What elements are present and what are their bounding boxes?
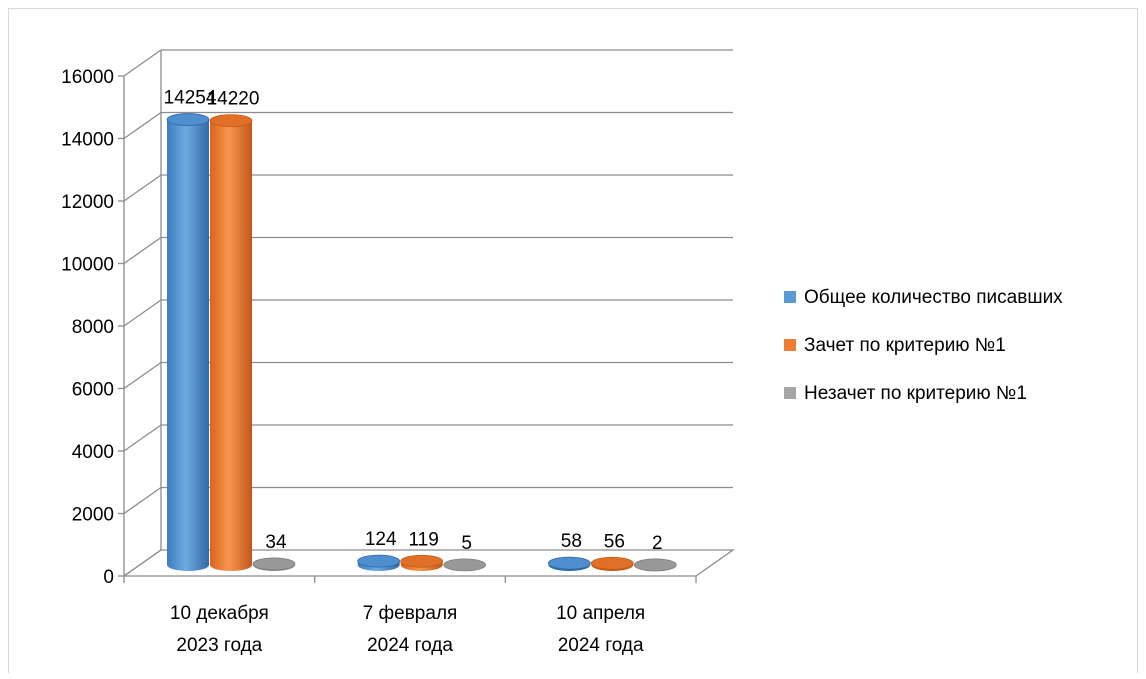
legend-label: Зачет по критерию №1 — [804, 335, 1006, 356]
bar-top — [252, 557, 296, 571]
bar — [357, 554, 401, 571]
data-label: 124 — [365, 529, 397, 550]
side-wall-line — [123, 174, 162, 202]
legend: Общее количество писавших Зачет по критер… — [784, 287, 1063, 404]
data-label: 58 — [561, 531, 582, 552]
category-label: 10 декабря — [170, 603, 269, 624]
y-tick-label: 8000 — [72, 317, 114, 338]
bar-top — [443, 558, 487, 572]
bar-top — [547, 556, 591, 570]
y-tick-labels: 0 2000 4000 6000 8000 10000 12000 14000 16000 — [61, 67, 114, 588]
data-label: 56 — [604, 531, 625, 552]
category-label: 2024 года — [367, 635, 453, 656]
legend-swatch — [784, 339, 796, 351]
legend-item: Незачет по критерию №1 — [784, 383, 1027, 404]
bar-body — [210, 120, 252, 571]
bar-top — [357, 554, 401, 568]
bar-top — [209, 114, 253, 128]
bar — [400, 554, 444, 571]
bar-top — [400, 554, 444, 568]
y-tick-label: 6000 — [72, 380, 114, 401]
data-label: 5 — [461, 533, 472, 554]
bar-chart: 0 2000 4000 6000 8000 10000 12000 14000 16000 14… — [61, 49, 1063, 656]
side-wall-line — [123, 49, 162, 77]
bar — [252, 557, 296, 571]
legend-label: Общее количество писавших — [804, 287, 1063, 308]
bar — [166, 113, 210, 571]
bar-top — [633, 558, 677, 572]
y-tick-label: 16000 — [61, 67, 114, 88]
bar — [547, 556, 591, 571]
bar-top — [166, 113, 210, 126]
category-label: 10 апреля — [556, 603, 645, 624]
bars — [166, 113, 677, 572]
data-label: 119 — [409, 529, 439, 550]
legend-swatch — [784, 291, 796, 303]
legend-item: Общее количество писавших — [784, 287, 1063, 308]
bar — [209, 114, 253, 571]
side-wall-line — [123, 111, 162, 140]
data-label: 34 — [265, 532, 287, 553]
data-label: 2 — [652, 533, 663, 554]
side-wall-line — [123, 486, 162, 515]
category-label: 7 февраля — [363, 603, 458, 624]
y-tick-label: 10000 — [61, 255, 114, 276]
legend-label: Незачет по критерию №1 — [804, 383, 1027, 404]
side-wall-line — [123, 361, 162, 390]
data-label: 14220 — [207, 89, 260, 110]
axes — [118, 49, 736, 583]
y-tick-label: 4000 — [72, 442, 114, 463]
chart-frame: 0 2000 4000 6000 8000 10000 12000 14000 16000 14… — [8, 8, 1138, 673]
legend-swatch — [784, 387, 796, 399]
category-label: 2024 года — [558, 635, 644, 656]
side-wall-line — [123, 236, 162, 265]
side-wall-line — [123, 299, 162, 327]
y-tick-label: 2000 — [72, 505, 114, 526]
bar — [590, 556, 634, 571]
bar-top — [590, 556, 634, 570]
legend-item: Зачет по критерию №1 — [784, 335, 1006, 356]
side-wall-line — [123, 424, 162, 452]
category-label: 2023 года — [176, 635, 262, 656]
category-labels: 10 декабря 2023 года 7 февраля 2024 года 10 … — [170, 603, 645, 656]
y-tick-label: 12000 — [61, 192, 114, 213]
y-tick-label: 0 — [103, 567, 114, 588]
bar — [443, 558, 487, 572]
gridlines — [161, 49, 733, 489]
data-label: 14254 — [164, 88, 217, 109]
y-tick-label: 14000 — [61, 130, 114, 151]
bar-body — [167, 119, 209, 571]
bar — [633, 558, 677, 572]
